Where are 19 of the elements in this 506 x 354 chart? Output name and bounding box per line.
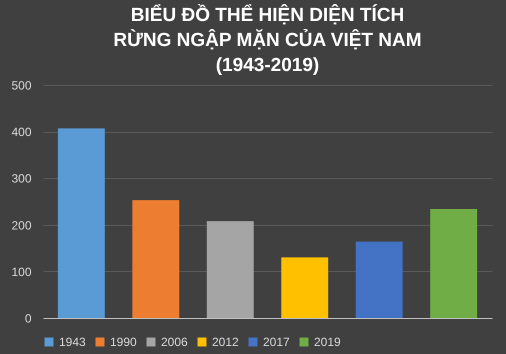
legend-label: 2006 <box>161 335 188 349</box>
bar <box>281 257 328 318</box>
bar <box>356 242 403 318</box>
legend-label: 2017 <box>263 335 290 349</box>
legend-label: 2019 <box>314 335 342 349</box>
legend-label: 2012 <box>212 335 240 349</box>
y-tick-label: 500 <box>11 78 32 92</box>
chart-title: BIỂU ĐỒ THỂ HIỆN DIỆN TÍCH RỪNG NGẬP MẶN CỦA VIỆT NAM (1943-2019) <box>113 3 422 76</box>
legend-label: 1943 <box>59 335 86 349</box>
y-tick-label: 300 <box>11 172 32 186</box>
bar <box>58 128 105 318</box>
y-tick-label: 400 <box>11 125 32 140</box>
bar <box>132 200 180 318</box>
bar <box>206 221 254 318</box>
bar <box>430 208 478 318</box>
y-tick-label: 200 <box>11 218 32 232</box>
y-tick-label: 0 <box>24 312 32 326</box>
legend-label: 1990 <box>110 335 138 349</box>
y-tick-label: 100 <box>11 264 32 279</box>
